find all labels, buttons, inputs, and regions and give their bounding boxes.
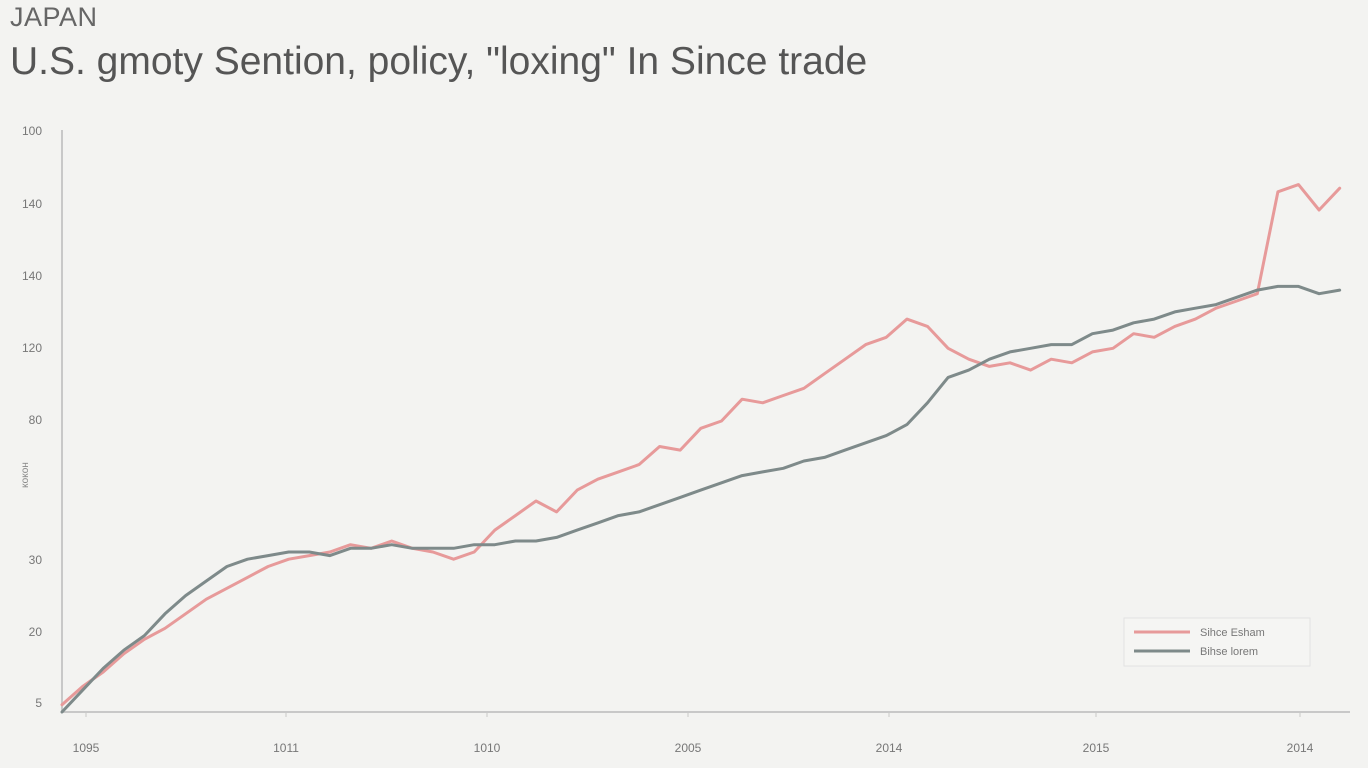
y-tick-label: 140 (22, 269, 42, 283)
legend-label: Sihce Esham (1200, 627, 1265, 639)
x-tick-label: 1010 (474, 741, 501, 755)
legend-box (1123, 617, 1311, 667)
series-line-1 (60, 183, 1342, 707)
chart-kicker: JAPAN (10, 2, 98, 32)
chart-title: U.S. gmoty Sention, policy, "loxing" In … (10, 40, 868, 83)
legend-label: Bihse lorem (1200, 646, 1258, 658)
x-tick-label: 2014 (876, 741, 903, 755)
chart-axes (61, 130, 1350, 713)
y-tick-label: 120 (22, 341, 42, 355)
y-tick-label: 80 (29, 413, 43, 427)
y-axis-label: кокон (20, 462, 31, 488)
y-tick-label: 5 (35, 696, 42, 710)
y-tick-label: 20 (29, 625, 43, 639)
x-tick-label: 2014 (1287, 741, 1314, 755)
series-lines (60, 183, 1342, 714)
y-axis-ticks: 5 20 30 80 120 140 140 100 кокон (20, 124, 42, 710)
x-tick-label: 1095 (73, 741, 100, 755)
y-tick-label: 30 (29, 553, 43, 567)
x-tick-label: 2005 (675, 741, 702, 755)
series-line-2 (60, 284, 1342, 714)
y-tick-label: 100 (22, 124, 42, 138)
chart-legend: Sihce Esham Bihse lorem (1123, 617, 1311, 667)
x-tick-label: 2015 (1083, 741, 1110, 755)
y-tick-label: 140 (22, 197, 42, 211)
x-axis-ticks: 1095 1011 1010 2005 2014 2015 2014 (73, 712, 1314, 755)
x-tick-label: 1011 (273, 741, 299, 755)
